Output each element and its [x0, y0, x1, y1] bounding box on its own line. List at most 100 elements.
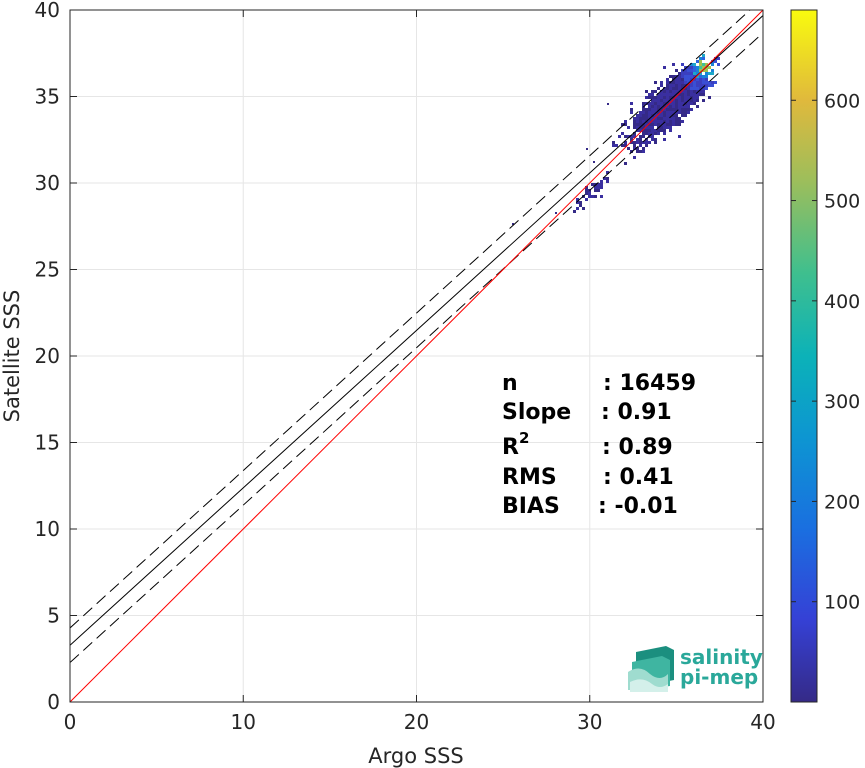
density-cell	[600, 183, 603, 186]
density-cell	[675, 78, 678, 81]
density-cell	[717, 57, 720, 60]
density-cell	[645, 114, 648, 117]
density-cell	[660, 99, 663, 102]
density-cell	[702, 54, 705, 57]
density-cell	[681, 111, 684, 114]
density-cell	[690, 66, 693, 69]
density-cell	[645, 138, 648, 141]
density-cell	[687, 90, 690, 93]
density-cell	[579, 204, 582, 207]
density-cell	[672, 114, 675, 117]
density-cell	[699, 66, 702, 69]
density-cell	[693, 78, 696, 81]
density-cell	[669, 90, 672, 93]
density-cell	[645, 111, 648, 114]
density-cell	[636, 114, 639, 117]
colorbar-ticks: 100 200 300 400 500 600	[791, 90, 860, 614]
density-cell	[627, 126, 630, 129]
density-cell	[687, 69, 690, 72]
density-cell	[660, 90, 663, 93]
density-cell	[675, 96, 678, 99]
density-cell	[672, 108, 675, 111]
density-cell	[636, 117, 639, 120]
density-cell	[660, 84, 663, 87]
density-cell	[687, 102, 690, 105]
density-cell	[693, 81, 696, 84]
density-cell	[627, 135, 630, 138]
density-cell	[684, 75, 687, 78]
x-axis-label: Argo SSS	[368, 744, 463, 768]
density-cell	[714, 81, 717, 84]
fit-upper-dashed-line	[70, 10, 751, 629]
density-cell	[684, 93, 687, 96]
density-cell	[621, 144, 624, 147]
density-cell	[681, 78, 684, 81]
density-cell	[633, 120, 636, 123]
x-tick-label: 0	[64, 710, 77, 734]
density-cell	[648, 114, 651, 117]
density-cell	[654, 90, 657, 93]
colorbar-tick-label: 100	[824, 592, 860, 614]
density-cell	[696, 96, 699, 99]
density-cell	[669, 111, 672, 114]
density-cell	[678, 87, 681, 90]
density-cell	[663, 108, 666, 111]
density-cell	[585, 186, 588, 189]
y-tick-label: 40	[35, 0, 60, 22]
density-cell	[696, 99, 699, 102]
density-cell	[696, 66, 699, 69]
density-cell	[672, 84, 675, 87]
density-cell	[693, 90, 696, 93]
density-cell	[639, 117, 642, 120]
density-cell	[630, 141, 633, 144]
density-cell	[681, 102, 684, 105]
density-cell	[669, 123, 672, 126]
density-outlier	[512, 223, 514, 225]
density-cell	[672, 90, 675, 93]
density-cell	[645, 90, 648, 93]
density-cell	[651, 132, 654, 135]
density-cell	[651, 138, 654, 141]
density-cell	[648, 105, 651, 108]
colorbar-tick-label: 600	[824, 90, 860, 112]
identity-line	[70, 10, 763, 702]
density-cell	[636, 138, 639, 141]
density-cell	[654, 105, 657, 108]
stat-slope-label: Slope	[502, 400, 571, 425]
density-cell	[696, 90, 699, 93]
density-cell	[606, 177, 609, 180]
density-cell	[642, 117, 645, 120]
density-cell	[642, 102, 645, 105]
density-cell	[648, 141, 651, 144]
density-cell	[642, 132, 645, 135]
density-cell	[663, 129, 666, 132]
density-cell	[681, 84, 684, 87]
density-cell	[576, 198, 579, 201]
logo-waves-icon	[628, 646, 674, 692]
density-cell	[645, 123, 648, 126]
density-cell	[654, 96, 657, 99]
density-cell	[639, 120, 642, 123]
density-cell	[651, 117, 654, 120]
density-cell	[591, 183, 594, 186]
density-cell	[633, 141, 636, 144]
density-outlier	[586, 148, 588, 150]
density-cell	[645, 144, 648, 147]
density-cell	[642, 141, 645, 144]
density-cell	[660, 105, 663, 108]
x-tick-label: 30	[577, 710, 602, 734]
density-cell	[633, 144, 636, 147]
density-cell	[657, 129, 660, 132]
density-cell	[702, 81, 705, 84]
density-cell	[681, 108, 684, 111]
density-cell	[633, 123, 636, 126]
density-cell	[699, 72, 702, 75]
density-cell	[651, 135, 654, 138]
density-cell	[645, 108, 648, 111]
density-cell	[651, 129, 654, 132]
density-cell	[645, 129, 648, 132]
y-tick-label: 25	[35, 258, 60, 282]
y-tick-label: 5	[47, 604, 60, 628]
density-cell	[633, 126, 636, 129]
density-cell	[630, 150, 633, 153]
